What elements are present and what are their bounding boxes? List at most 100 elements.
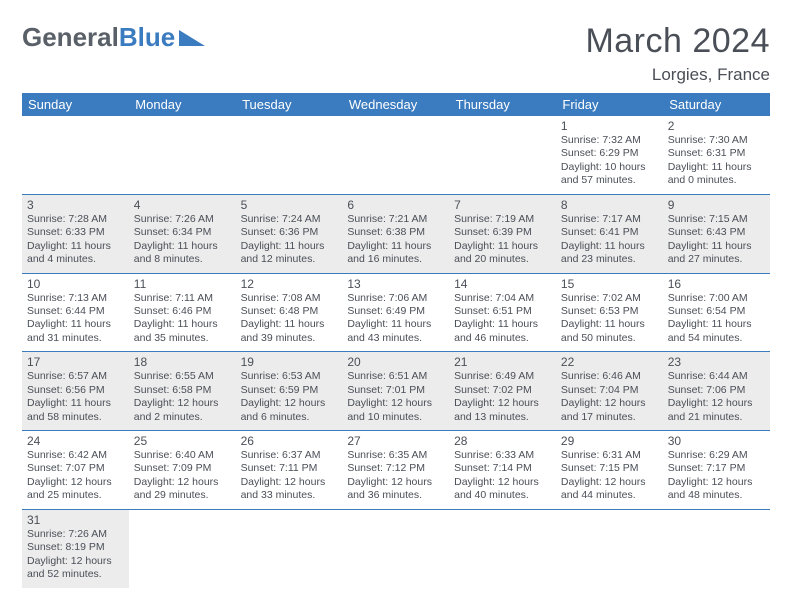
calendar-cell bbox=[236, 116, 343, 194]
sunset-line: Sunset: 7:07 PM bbox=[27, 462, 124, 475]
day-number: 17 bbox=[27, 355, 124, 369]
day-number: 26 bbox=[241, 434, 338, 448]
sunset-line: Sunset: 6:54 PM bbox=[668, 305, 765, 318]
calendar-cell: 26Sunrise: 6:37 AMSunset: 7:11 PMDayligh… bbox=[236, 431, 343, 510]
day-number: 16 bbox=[668, 277, 765, 291]
calendar-cell: 14Sunrise: 7:04 AMSunset: 6:51 PMDayligh… bbox=[449, 273, 556, 352]
daylight-line: Daylight: 12 hours and 6 minutes. bbox=[241, 397, 338, 424]
calendar-cell bbox=[342, 116, 449, 194]
day-number: 30 bbox=[668, 434, 765, 448]
daylight-line: Daylight: 10 hours and 57 minutes. bbox=[561, 161, 658, 188]
daylight-line: Daylight: 11 hours and 4 minutes. bbox=[27, 240, 124, 267]
calendar-cell: 23Sunrise: 6:44 AMSunset: 7:06 PMDayligh… bbox=[663, 352, 770, 431]
sunset-line: Sunset: 6:58 PM bbox=[134, 384, 231, 397]
day-number: 27 bbox=[347, 434, 444, 448]
sunset-line: Sunset: 6:31 PM bbox=[668, 147, 765, 160]
calendar-cell bbox=[129, 509, 236, 587]
daylight-line: Daylight: 11 hours and 12 minutes. bbox=[241, 240, 338, 267]
sunrise-line: Sunrise: 7:30 AM bbox=[668, 134, 765, 147]
title-block: March 2024 Lorgies, France bbox=[585, 22, 770, 85]
calendar-cell bbox=[129, 116, 236, 194]
day-number: 7 bbox=[454, 198, 551, 212]
page: GeneralBlue March 2024 Lorgies, France S… bbox=[0, 0, 792, 598]
sunrise-line: Sunrise: 6:37 AM bbox=[241, 449, 338, 462]
sunset-line: Sunset: 6:48 PM bbox=[241, 305, 338, 318]
sunset-line: Sunset: 7:04 PM bbox=[561, 384, 658, 397]
calendar-cell: 11Sunrise: 7:11 AMSunset: 6:46 PMDayligh… bbox=[129, 273, 236, 352]
daylight-line: Daylight: 11 hours and 43 minutes. bbox=[347, 318, 444, 345]
sunset-line: Sunset: 6:51 PM bbox=[454, 305, 551, 318]
sunrise-line: Sunrise: 6:42 AM bbox=[27, 449, 124, 462]
daylight-line: Daylight: 12 hours and 10 minutes. bbox=[347, 397, 444, 424]
day-number: 31 bbox=[27, 513, 124, 527]
sunrise-line: Sunrise: 7:28 AM bbox=[27, 213, 124, 226]
sunset-line: Sunset: 7:09 PM bbox=[134, 462, 231, 475]
calendar-cell: 12Sunrise: 7:08 AMSunset: 6:48 PMDayligh… bbox=[236, 273, 343, 352]
sunrise-line: Sunrise: 7:04 AM bbox=[454, 292, 551, 305]
sunrise-line: Sunrise: 6:40 AM bbox=[134, 449, 231, 462]
sunrise-line: Sunrise: 7:17 AM bbox=[561, 213, 658, 226]
daylight-line: Daylight: 11 hours and 35 minutes. bbox=[134, 318, 231, 345]
sunrise-line: Sunrise: 7:06 AM bbox=[347, 292, 444, 305]
calendar-cell: 29Sunrise: 6:31 AMSunset: 7:15 PMDayligh… bbox=[556, 431, 663, 510]
day-number: 4 bbox=[134, 198, 231, 212]
sunrise-line: Sunrise: 7:13 AM bbox=[27, 292, 124, 305]
day-header: Saturday bbox=[663, 93, 770, 116]
calendar-cell: 18Sunrise: 6:55 AMSunset: 6:58 PMDayligh… bbox=[129, 352, 236, 431]
day-number: 28 bbox=[454, 434, 551, 448]
calendar-cell: 27Sunrise: 6:35 AMSunset: 7:12 PMDayligh… bbox=[342, 431, 449, 510]
calendar-cell: 31Sunrise: 7:26 AMSunset: 8:19 PMDayligh… bbox=[22, 509, 129, 587]
month-title: March 2024 bbox=[585, 22, 770, 61]
calendar-cell: 21Sunrise: 6:49 AMSunset: 7:02 PMDayligh… bbox=[449, 352, 556, 431]
daylight-line: Daylight: 12 hours and 40 minutes. bbox=[454, 476, 551, 503]
sunset-line: Sunset: 7:01 PM bbox=[347, 384, 444, 397]
location: Lorgies, France bbox=[585, 65, 770, 85]
daylight-line: Daylight: 12 hours and 29 minutes. bbox=[134, 476, 231, 503]
day-number: 9 bbox=[668, 198, 765, 212]
day-number: 13 bbox=[347, 277, 444, 291]
calendar-cell: 16Sunrise: 7:00 AMSunset: 6:54 PMDayligh… bbox=[663, 273, 770, 352]
calendar-week: 17Sunrise: 6:57 AMSunset: 6:56 PMDayligh… bbox=[22, 352, 770, 431]
sunrise-line: Sunrise: 6:33 AM bbox=[454, 449, 551, 462]
day-number: 1 bbox=[561, 119, 658, 133]
day-number: 20 bbox=[347, 355, 444, 369]
day-header: Wednesday bbox=[342, 93, 449, 116]
calendar-cell: 13Sunrise: 7:06 AMSunset: 6:49 PMDayligh… bbox=[342, 273, 449, 352]
day-number: 10 bbox=[27, 277, 124, 291]
daylight-line: Daylight: 12 hours and 13 minutes. bbox=[454, 397, 551, 424]
sunrise-line: Sunrise: 6:55 AM bbox=[134, 370, 231, 383]
sunset-line: Sunset: 6:29 PM bbox=[561, 147, 658, 160]
day-number: 24 bbox=[27, 434, 124, 448]
calendar-cell: 20Sunrise: 6:51 AMSunset: 7:01 PMDayligh… bbox=[342, 352, 449, 431]
calendar-cell bbox=[449, 509, 556, 587]
sunrise-line: Sunrise: 7:08 AM bbox=[241, 292, 338, 305]
calendar-cell: 15Sunrise: 7:02 AMSunset: 6:53 PMDayligh… bbox=[556, 273, 663, 352]
calendar-cell: 24Sunrise: 6:42 AMSunset: 7:07 PMDayligh… bbox=[22, 431, 129, 510]
calendar-cell: 2Sunrise: 7:30 AMSunset: 6:31 PMDaylight… bbox=[663, 116, 770, 194]
daylight-line: Daylight: 11 hours and 0 minutes. bbox=[668, 161, 765, 188]
calendar-cell: 7Sunrise: 7:19 AMSunset: 6:39 PMDaylight… bbox=[449, 194, 556, 273]
day-number: 12 bbox=[241, 277, 338, 291]
calendar-week: 1Sunrise: 7:32 AMSunset: 6:29 PMDaylight… bbox=[22, 116, 770, 194]
day-number: 8 bbox=[561, 198, 658, 212]
sunrise-line: Sunrise: 6:49 AM bbox=[454, 370, 551, 383]
day-number: 14 bbox=[454, 277, 551, 291]
calendar-cell bbox=[236, 509, 343, 587]
day-number: 15 bbox=[561, 277, 658, 291]
sunset-line: Sunset: 6:53 PM bbox=[561, 305, 658, 318]
sunset-line: Sunset: 7:06 PM bbox=[668, 384, 765, 397]
calendar-cell: 6Sunrise: 7:21 AMSunset: 6:38 PMDaylight… bbox=[342, 194, 449, 273]
sunrise-line: Sunrise: 6:29 AM bbox=[668, 449, 765, 462]
logo: GeneralBlue bbox=[22, 22, 205, 53]
sunset-line: Sunset: 8:19 PM bbox=[27, 541, 124, 554]
calendar-cell: 22Sunrise: 6:46 AMSunset: 7:04 PMDayligh… bbox=[556, 352, 663, 431]
day-number: 18 bbox=[134, 355, 231, 369]
calendar-cell bbox=[556, 509, 663, 587]
sunrise-line: Sunrise: 7:26 AM bbox=[134, 213, 231, 226]
sunrise-line: Sunrise: 6:51 AM bbox=[347, 370, 444, 383]
daylight-line: Daylight: 12 hours and 44 minutes. bbox=[561, 476, 658, 503]
sunset-line: Sunset: 6:38 PM bbox=[347, 226, 444, 239]
header: GeneralBlue March 2024 Lorgies, France bbox=[22, 22, 770, 85]
sunset-line: Sunset: 6:56 PM bbox=[27, 384, 124, 397]
daylight-line: Daylight: 11 hours and 50 minutes. bbox=[561, 318, 658, 345]
